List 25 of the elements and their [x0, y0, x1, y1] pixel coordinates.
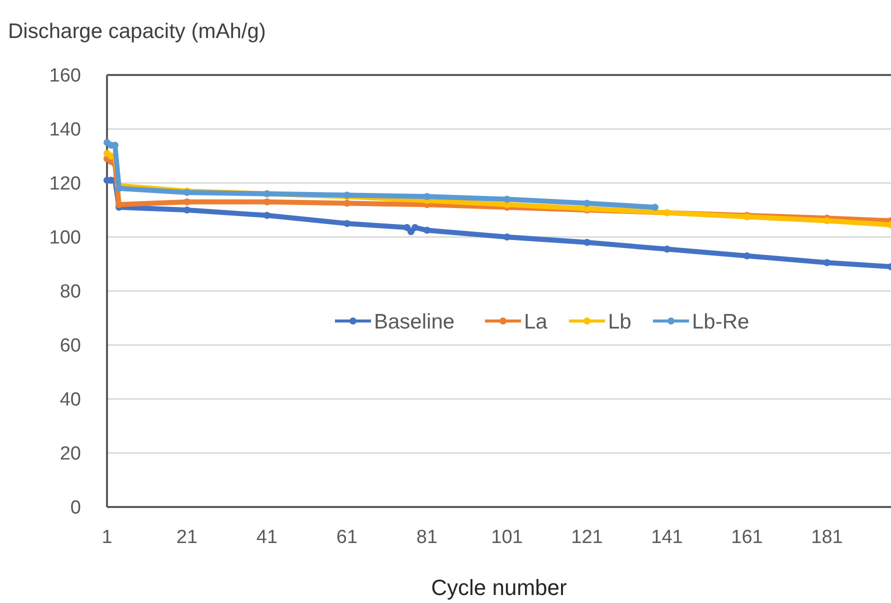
x-tick-label: 21: [176, 527, 198, 548]
x-tick-label: 41: [256, 527, 278, 548]
y-tick-label: 20: [60, 444, 81, 465]
x-tick-label: 121: [571, 527, 603, 548]
y-axis-title: Discharge capacity (mAh/g): [8, 20, 266, 43]
x-tick-label: 61: [336, 527, 358, 548]
y-tick-label: 40: [60, 390, 81, 411]
legend-label: Baseline: [374, 310, 455, 334]
legend-label: La: [524, 310, 548, 334]
y-tick-label: 60: [60, 336, 81, 357]
y-tick-label: 120: [49, 174, 81, 195]
x-tick-label: 101: [491, 527, 523, 548]
legend-label: Lb-Re: [692, 310, 750, 334]
y-tick-label: 100: [49, 228, 81, 249]
legend-label: Lb: [608, 310, 632, 334]
y-tick-label: 140: [49, 120, 81, 141]
x-tick-label: 1: [102, 527, 112, 548]
x-tick-label: 81: [416, 527, 438, 548]
y-tick-label: 0: [70, 498, 81, 519]
x-axis-title: Cycle number: [431, 575, 567, 600]
x-tick-label: 141: [651, 527, 683, 548]
x-tick-label: 181: [811, 527, 843, 548]
y-tick-label: 160: [49, 66, 81, 87]
y-tick-label: 80: [60, 282, 81, 303]
x-tick-label: 161: [731, 527, 763, 548]
